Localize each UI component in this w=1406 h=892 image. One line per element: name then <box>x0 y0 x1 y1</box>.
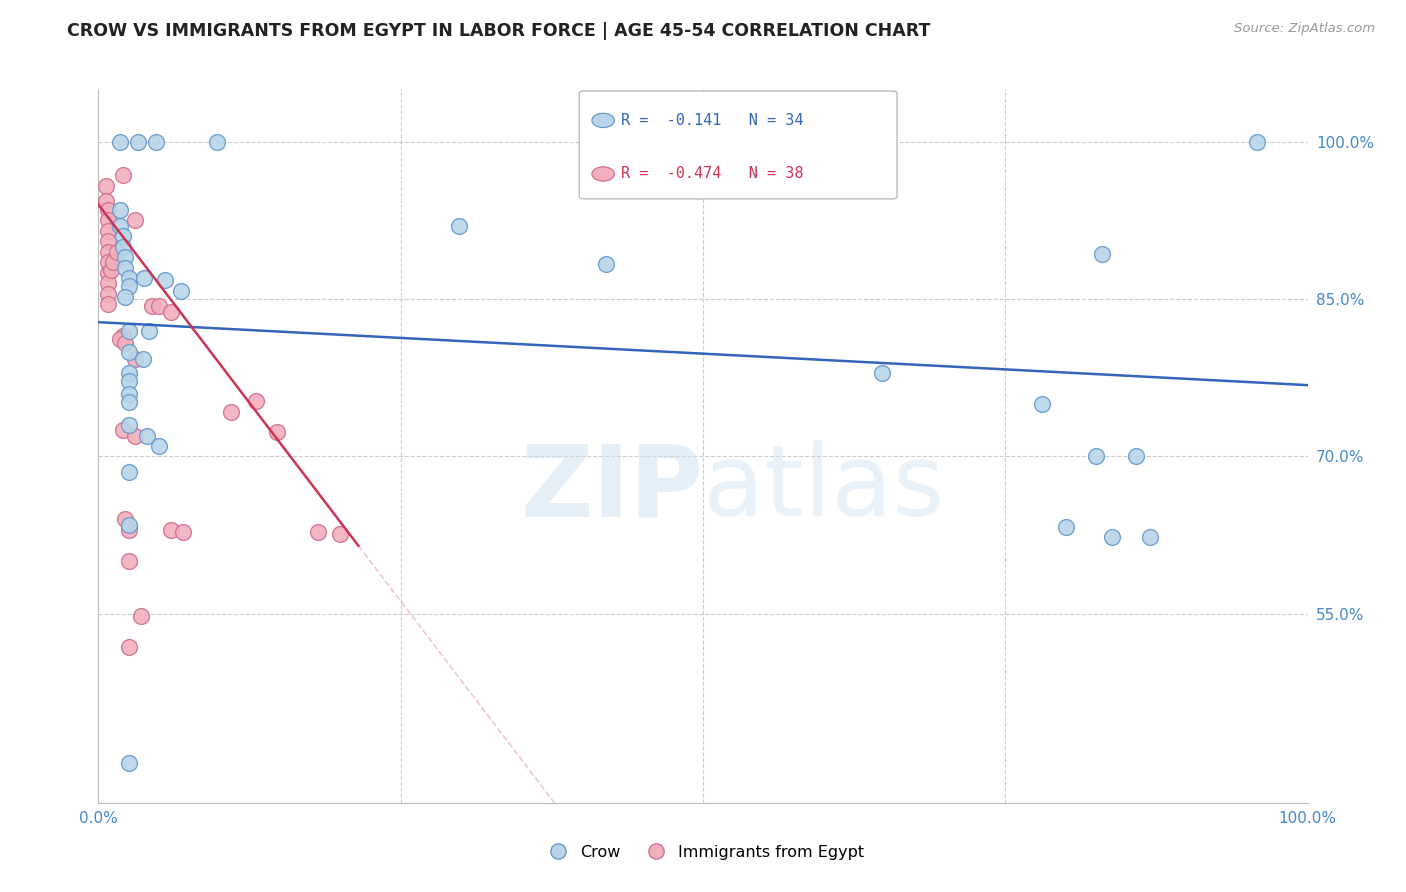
Point <box>100 262 122 277</box>
Point <box>595 257 617 271</box>
Point <box>134 271 156 285</box>
Point <box>118 523 141 537</box>
Point <box>1125 450 1147 464</box>
Point <box>1091 247 1114 261</box>
Point <box>97 213 120 227</box>
Point <box>118 344 141 359</box>
Point <box>1054 520 1077 534</box>
Point <box>114 250 136 264</box>
Point <box>114 260 136 275</box>
Point <box>108 219 131 233</box>
Point <box>329 527 352 541</box>
Point <box>118 395 141 409</box>
Point <box>153 273 176 287</box>
Legend: Crow, Immigrants from Egypt: Crow, Immigrants from Egypt <box>536 838 870 866</box>
Point <box>172 524 194 539</box>
Point <box>160 523 183 537</box>
Point <box>160 304 183 318</box>
Point <box>1139 530 1161 544</box>
Point <box>97 297 120 311</box>
Point <box>118 417 141 432</box>
Point <box>108 202 131 217</box>
Text: ZIP: ZIP <box>520 441 703 537</box>
Point <box>1101 530 1123 544</box>
Point <box>132 351 155 366</box>
Point <box>266 425 288 440</box>
Point <box>221 405 243 419</box>
Point <box>108 135 131 149</box>
Point <box>118 465 141 479</box>
Point <box>111 239 134 253</box>
Point <box>129 609 152 624</box>
Point <box>127 135 149 149</box>
Point <box>447 219 470 233</box>
Point <box>97 255 120 269</box>
Point <box>111 229 134 244</box>
Text: R =  -0.141   N = 34: R = -0.141 N = 34 <box>621 113 804 128</box>
Point <box>870 366 893 380</box>
Point <box>135 428 157 442</box>
Point <box>141 300 163 314</box>
Point <box>97 277 120 291</box>
Point <box>118 756 141 770</box>
Point <box>148 439 170 453</box>
Point <box>114 336 136 351</box>
Point <box>97 235 120 249</box>
Point <box>118 374 141 388</box>
Text: atlas: atlas <box>703 441 945 537</box>
Point <box>148 300 170 314</box>
Point <box>124 213 146 227</box>
Point <box>118 386 141 401</box>
Point <box>124 428 146 442</box>
Point <box>118 517 141 532</box>
Point <box>308 524 330 539</box>
Point <box>101 255 124 269</box>
Point <box>114 290 136 304</box>
Point <box>118 279 141 293</box>
Point <box>138 324 160 338</box>
Point <box>145 135 167 149</box>
Point <box>94 178 117 193</box>
Point <box>111 423 134 437</box>
Point <box>97 224 120 238</box>
Point <box>1031 397 1053 411</box>
Point <box>245 393 267 408</box>
Point <box>118 554 141 568</box>
Point <box>124 351 146 366</box>
Point <box>118 324 141 338</box>
Point <box>108 332 131 346</box>
Point <box>97 266 120 280</box>
Point <box>94 194 117 209</box>
Text: CROW VS IMMIGRANTS FROM EGYPT IN LABOR FORCE | AGE 45-54 CORRELATION CHART: CROW VS IMMIGRANTS FROM EGYPT IN LABOR F… <box>67 22 931 40</box>
Point <box>205 135 228 149</box>
Point <box>118 640 141 655</box>
Point <box>1085 450 1108 464</box>
Point <box>1246 135 1268 149</box>
Point <box>97 202 120 217</box>
Point <box>118 366 141 380</box>
Point <box>114 512 136 526</box>
Text: Source: ZipAtlas.com: Source: ZipAtlas.com <box>1234 22 1375 36</box>
Point <box>97 286 120 301</box>
Text: R =  -0.474   N = 38: R = -0.474 N = 38 <box>621 167 804 181</box>
Point <box>97 244 120 259</box>
Point <box>118 271 141 285</box>
Point <box>105 244 128 259</box>
Point <box>111 168 134 182</box>
Point <box>111 328 134 343</box>
Point <box>169 284 191 298</box>
